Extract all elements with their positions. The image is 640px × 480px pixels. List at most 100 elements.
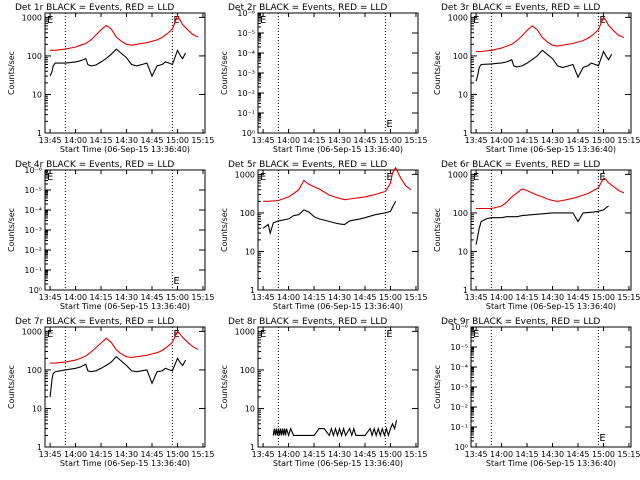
x-axis-label: Start Time (06-Sep-15 13:36:40) (486, 302, 616, 311)
x-tick-label: 15:00 (166, 136, 189, 145)
y-tick-label: 1000 (235, 327, 255, 336)
series-line-lld (476, 16, 625, 53)
plot-frame (470, 169, 632, 291)
y-tick-label: 10⁻² (450, 403, 468, 412)
plot-frame (44, 326, 206, 448)
y-tick-label: 10⁰ (242, 129, 255, 138)
y-tick-label: 100 (240, 366, 255, 375)
y-tick-label: 1 (37, 129, 42, 138)
y-axis-label: Counts/sec (7, 51, 16, 95)
y-tick-label: 10⁻⁴ (450, 363, 468, 372)
x-tick-label: 15:00 (379, 293, 402, 302)
x-tick-label: 14:15 (303, 136, 326, 145)
x-tick-label: 14:15 (516, 450, 539, 459)
plot-frame (44, 169, 206, 291)
x-tick-label: 14:30 (115, 136, 138, 145)
x-tick-label: 15:00 (592, 293, 615, 302)
event-marker: E (173, 276, 179, 287)
x-tick-label: 14:15 (516, 136, 539, 145)
y-tick-label: 1 (463, 286, 468, 295)
x-axis-label: Start Time (06-Sep-15 13:36:40) (486, 459, 616, 468)
series-line-events (272, 419, 398, 438)
x-tick-label: 14:45 (140, 136, 163, 145)
x-tick-label: 14:00 (490, 450, 513, 459)
y-tick-label: 10⁻⁵ (24, 186, 42, 195)
y-tick-label: 1000 (448, 13, 468, 22)
event-marker: E (386, 329, 392, 340)
x-tick-label: 14:00 (64, 293, 87, 302)
plot-frame (470, 12, 632, 134)
x-tick-label: 13:45 (39, 293, 62, 302)
y-axis-label: Counts/sec (220, 208, 229, 252)
y-tick-label: 10⁻⁵ (450, 343, 468, 352)
event-marker: E (260, 15, 266, 26)
y-tick-label: 10⁻⁶ (237, 9, 255, 18)
y-tick-label: 10⁻⁴ (24, 206, 42, 215)
x-axis-label: Start Time (06-Sep-15 13:36:40) (273, 459, 403, 468)
x-tick-label: 14:15 (516, 293, 539, 302)
x-axis-label: Start Time (06-Sep-15 13:36:40) (60, 302, 190, 311)
y-tick-label: 10 (458, 247, 468, 256)
x-tick-label: 15:00 (166, 293, 189, 302)
x-tick-label: 13:45 (252, 293, 275, 302)
y-tick-label: 1 (250, 286, 255, 295)
y-tick-label: 10⁻² (237, 89, 255, 98)
x-tick-label: 14:00 (64, 136, 87, 145)
chart-title: Det 5r BLACK = Events, RED = LLD (228, 160, 387, 170)
series-line-lld (50, 330, 199, 364)
y-tick-label: 10⁰ (29, 286, 42, 295)
x-tick-label: 14:45 (140, 450, 163, 459)
plot-frame (44, 12, 206, 134)
x-tick-label: 15:00 (592, 450, 615, 459)
y-axis-label: Counts/sec (220, 365, 229, 409)
event-marker: E (473, 15, 479, 26)
x-tick-label: 14:45 (353, 450, 376, 459)
x-tick-label: 14:45 (566, 293, 589, 302)
x-tick-label: 14:45 (353, 136, 376, 145)
y-tick-label: 10⁻⁵ (237, 29, 255, 38)
plot-frame (470, 326, 632, 448)
x-tick-label: 13:45 (465, 450, 488, 459)
y-tick-label: 1 (250, 443, 255, 452)
y-tick-label: 10⁻¹ (237, 109, 255, 118)
x-tick-label: 15:00 (166, 450, 189, 459)
x-tick-label: 13:45 (39, 450, 62, 459)
x-tick-label: 14:00 (64, 450, 87, 459)
chart-title: Det 3r BLACK = Events, RED = LLD (441, 3, 600, 13)
chart-panel-3: Det 3r BLACK = Events, RED = LLD 13:45 14:… (433, 3, 640, 154)
y-axis-label: Counts/sec (7, 365, 16, 409)
y-tick-label: 10 (245, 247, 255, 256)
y-tick-label: 1 (463, 129, 468, 138)
y-tick-label: 10⁻⁶ (450, 323, 468, 332)
series-line-lld (476, 177, 625, 210)
x-tick-label: 13:45 (465, 136, 488, 145)
x-tick-label: 14:15 (90, 136, 113, 145)
plot-frame (257, 169, 419, 291)
x-tick-label: 14:00 (277, 450, 300, 459)
event-marker: E (260, 329, 266, 340)
event-marker: E (386, 119, 392, 130)
x-tick-label: 14:30 (328, 136, 351, 145)
x-tick-label: 14:30 (541, 136, 564, 145)
x-tick-label: 14:15 (303, 450, 326, 459)
event-marker: E (599, 433, 605, 444)
chart-title: Det 4r BLACK = Events, RED = LLD (15, 160, 174, 170)
x-tick-label: 14:45 (566, 450, 589, 459)
y-axis-label: Counts/sec (433, 208, 442, 252)
x-axis-label: Start Time (06-Sep-15 13:36:40) (60, 459, 190, 468)
y-axis-label: Counts/sec (220, 51, 229, 95)
series-line-events (475, 205, 609, 245)
y-tick-label: 1000 (448, 170, 468, 179)
event-marker: E (173, 15, 179, 26)
chart-title: Det 6r BLACK = Events, RED = LLD (441, 160, 600, 170)
series-line-events (475, 49, 613, 82)
y-tick-label: 1000 (22, 327, 42, 336)
x-tick-label: 14:15 (90, 293, 113, 302)
event-marker: E (599, 172, 605, 183)
y-axis-label: Counts/sec (433, 51, 442, 95)
